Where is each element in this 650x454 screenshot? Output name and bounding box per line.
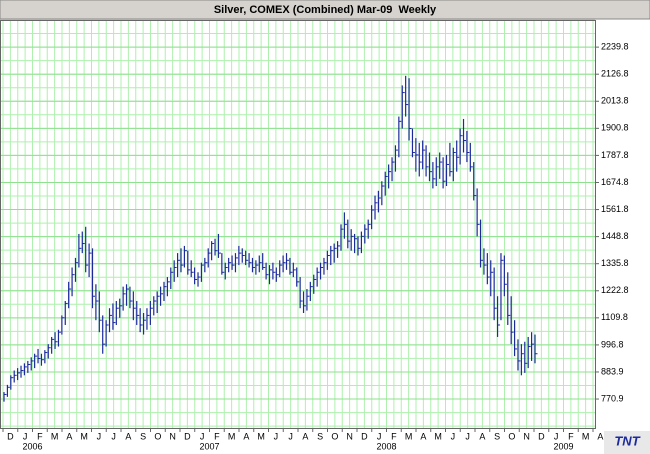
x-tick-label: A (125, 431, 131, 441)
x-tick-label: J (23, 431, 28, 441)
logo-box (604, 431, 650, 454)
y-tick-label: 996.8 (601, 339, 624, 349)
x-tick-label: J (111, 431, 116, 441)
x-tick-label: J (451, 431, 456, 441)
x-tick-label: J (274, 431, 279, 441)
x-tick-label: S (494, 431, 500, 441)
x-tick-label: M (434, 431, 442, 441)
x-tick-label: J (288, 431, 293, 441)
y-tick-label: 1222.8 (601, 285, 629, 295)
year-label: 2008 (376, 441, 396, 451)
x-tick-label: M (51, 431, 59, 441)
y-tick-label: 1787.8 (601, 150, 629, 160)
x-tick-label: S (140, 431, 146, 441)
x-tick-label: F (391, 431, 397, 441)
x-tick-label: A (479, 431, 485, 441)
x-tick-label: M (582, 431, 590, 441)
x-tick-label: J (200, 431, 205, 441)
x-tick-label: M (228, 431, 236, 441)
y-tick-label: 883.9 (601, 366, 624, 376)
x-tick-label: N (169, 431, 176, 441)
x-tick-label: F (568, 431, 574, 441)
y-tick-label: 1109.8 (601, 312, 628, 322)
x-tick-label: A (243, 431, 249, 441)
year-label: 2006 (22, 441, 42, 451)
x-tick-label: J (465, 431, 470, 441)
y-tick-label: 1674.8 (601, 177, 629, 187)
y-tick-label: 1335.8 (601, 258, 629, 268)
x-tick-label: D (7, 431, 14, 441)
x-tick-label: M (80, 431, 88, 441)
x-tick-label: M (405, 431, 413, 441)
x-tick-label: A (420, 431, 426, 441)
grid (0, 19, 595, 428)
x-tick-label: F (214, 431, 220, 441)
x-tick-label: O (508, 431, 515, 441)
chart-title: Silver, COMEX (Combined) Mar-09 Weekly (214, 4, 437, 16)
x-tick-label: D (184, 431, 191, 441)
y-tick-label: 770.9 (601, 393, 624, 403)
y-tick-label: 2239.8 (601, 41, 629, 51)
year-label: 2007 (199, 441, 219, 451)
logo: TNT (614, 433, 640, 448)
y-tick-label: 1448.8 (601, 231, 629, 241)
x-tick-label: N (523, 431, 530, 441)
x-tick-label: F (37, 431, 43, 441)
bars (3, 75, 538, 402)
y-tick-label: 1900.8 (601, 123, 629, 133)
x-tick-label: S (317, 431, 323, 441)
x-tick-label: A (597, 431, 603, 441)
x-tick-label: J (554, 431, 559, 441)
y-tick-label: 2013.8 (601, 96, 629, 106)
x-tick-label: O (331, 431, 338, 441)
x-tick-label: N (346, 431, 353, 441)
year-label: 2009 (553, 441, 573, 451)
y-tick-label: 2126.8 (601, 69, 629, 79)
x-tick-label: M (257, 431, 265, 441)
y-tick-label: 1561.8 (601, 204, 629, 214)
x-tick-label: D (538, 431, 545, 441)
title-bar (0, 0, 650, 20)
x-tick-label: J (377, 431, 382, 441)
x-tick-label: J (97, 431, 102, 441)
x-tick-label: D (361, 431, 368, 441)
x-tick-label: A (66, 431, 72, 441)
x-tick-label: A (302, 431, 308, 441)
x-tick-label: O (154, 431, 161, 441)
